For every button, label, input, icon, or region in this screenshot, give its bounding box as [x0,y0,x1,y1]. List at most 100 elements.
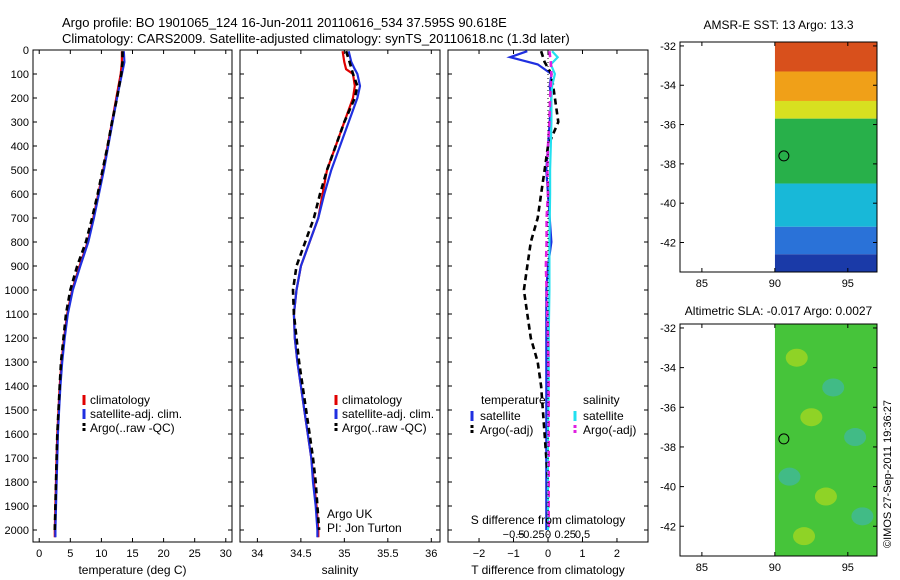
legend-label: Argo(..raw -QC) [90,421,175,435]
series-line-t-argo-adj- [522,50,560,530]
x-tick-label: 85 [696,562,708,574]
x-tick-label: 2 [614,548,620,560]
x-tick-label: −2 [473,548,486,560]
y-tick-label: -40 [660,198,676,210]
map-title: Altimetric SLA: -0.017 Argo: 0.0027 [685,304,873,318]
y-tick-label: 900 [11,261,29,273]
series-line-argo-raw-qc- [291,50,359,531]
sla-anomaly-patch [778,467,801,486]
y-tick-label: 1300 [5,357,29,369]
legend-label: Argo(..raw -QC) [342,421,427,435]
y-tick-label: 100 [11,69,29,81]
map-band [774,100,877,119]
y-tick-label: 1900 [5,501,29,513]
legend-label: climatology [90,393,150,407]
y-tick-label: 1800 [5,477,29,489]
salinity-panel: 34 34.5 35 35.5 36 salinity climatologysatelli… [239,49,441,577]
argo-position-marker [778,433,790,445]
figure-title-line2: Climatology: CARS2009. Satellite-adjuste… [62,31,570,46]
x-tick-label: 0 [36,548,42,560]
legend-label: satellite-adj. clim. [90,407,182,421]
y-tick-label: 1100 [5,309,29,321]
x-axis-label: T difference from climatology [471,563,625,577]
y-tick-label: -42 [660,238,676,250]
x-tick-label: 95 [842,562,854,574]
legend-label: Argo(-adj) [583,423,636,437]
x-tick-label: 30 [220,548,232,560]
y-tick-label: 1600 [5,429,29,441]
argo-position-marker [778,150,790,162]
x-tick-label: 34.5 [290,548,311,560]
plot-frame [239,49,441,543]
x-tick-label: 35.5 [377,548,398,560]
sla-anomaly-patch [814,487,837,506]
y-tick-label: -40 [660,482,676,494]
salinity-diff-axis-label: S difference from climatology [471,513,626,527]
salinity-diff-tick-label: −0.25 [517,529,545,541]
x-tick-label: 15 [126,548,138,560]
map-band [774,118,877,184]
series-line-satellite-adj-clim- [292,50,362,538]
x-tick-label: 95 [842,278,854,290]
y-tick-label: 400 [11,141,29,153]
difference-panel: −2 −1 0 1 2 T difference from climatology temp… [447,49,649,577]
legend-label: Argo(-adj) [480,423,533,437]
float-credit: PI: Jon Turton [327,521,402,535]
x-tick-label: 34 [251,548,263,560]
y-tick-label: -34 [660,80,676,92]
y-tick-label: -38 [660,159,676,171]
legend-label: satellite-adj. clim. [342,407,434,421]
x-tick-label: −1 [507,548,520,560]
legend-label: satellite [583,409,624,423]
y-tick-label: -32 [660,323,676,335]
sla-anomaly-patch [851,507,874,526]
legend-header-salinity: salinity [583,393,620,407]
y-tick-label: 1500 [5,405,29,417]
y-tick-label: -34 [660,363,676,375]
y-tick-label: 1700 [5,453,29,465]
float-credit: Argo UK [327,507,372,521]
plot-frame [32,49,233,543]
map-band [774,71,877,101]
x-tick-label: 20 [157,548,169,560]
x-axis-label: salinity [322,563,359,577]
map-field [774,42,877,272]
figure-title-line1: Argo profile: BO 1901065_124 16-Jun-2011… [62,15,507,30]
y-tick-label: -36 [660,402,676,414]
sla-anomaly-patch [785,348,808,367]
salinity-diff-tick-label: 0 [545,529,551,541]
y-tick-label: -38 [660,442,676,454]
salinity-diff-tick-label: 0.25 [555,529,576,541]
x-tick-label: 85 [696,278,708,290]
temperature-panel: 0100200300400500600700800900100011001200… [5,45,233,577]
x-tick-label: 0 [545,548,551,560]
y-tick-label: 600 [11,189,29,201]
x-tick-label: 90 [769,562,781,574]
map-band [774,183,877,227]
sla-anomaly-patch [844,428,867,447]
map-frame [679,41,878,273]
y-tick-label: 2000 [5,525,29,537]
x-tick-label: 36 [425,548,437,560]
sst-map-panel: AMSR-E SST: 13 Argo: 13.3 -32 -34 -36 -38 -40… [660,18,878,290]
salinity-diff-tick-label: 0.5 [575,529,590,541]
x-tick-label: 5 [67,548,73,560]
y-tick-label: 1200 [5,333,29,345]
series-line-s-argo-adj- [544,51,553,530]
map-band [774,226,877,255]
salinity-diff-tick-label: −0.5 [503,529,525,541]
sla-anomaly-patch [800,408,823,427]
map-band [774,254,877,272]
map-band [774,42,877,72]
sla-anomaly-patch [793,527,816,546]
y-tick-label: -36 [660,120,676,132]
sla-map-panel: Altimetric SLA: -0.017 Argo: 0.0027 -32 -3… [660,304,878,574]
map-title: AMSR-E SST: 13 Argo: 13.3 [703,18,853,32]
legend-label: satellite [480,409,521,423]
x-tick-label: 10 [95,548,107,560]
x-tick-label: 35 [338,548,350,560]
map-frame [679,323,878,557]
x-axis-label: temperature (deg C) [78,563,186,577]
credit-timestamp: ©IMOS 27-Sep-2011 19:36:27 [882,400,894,548]
